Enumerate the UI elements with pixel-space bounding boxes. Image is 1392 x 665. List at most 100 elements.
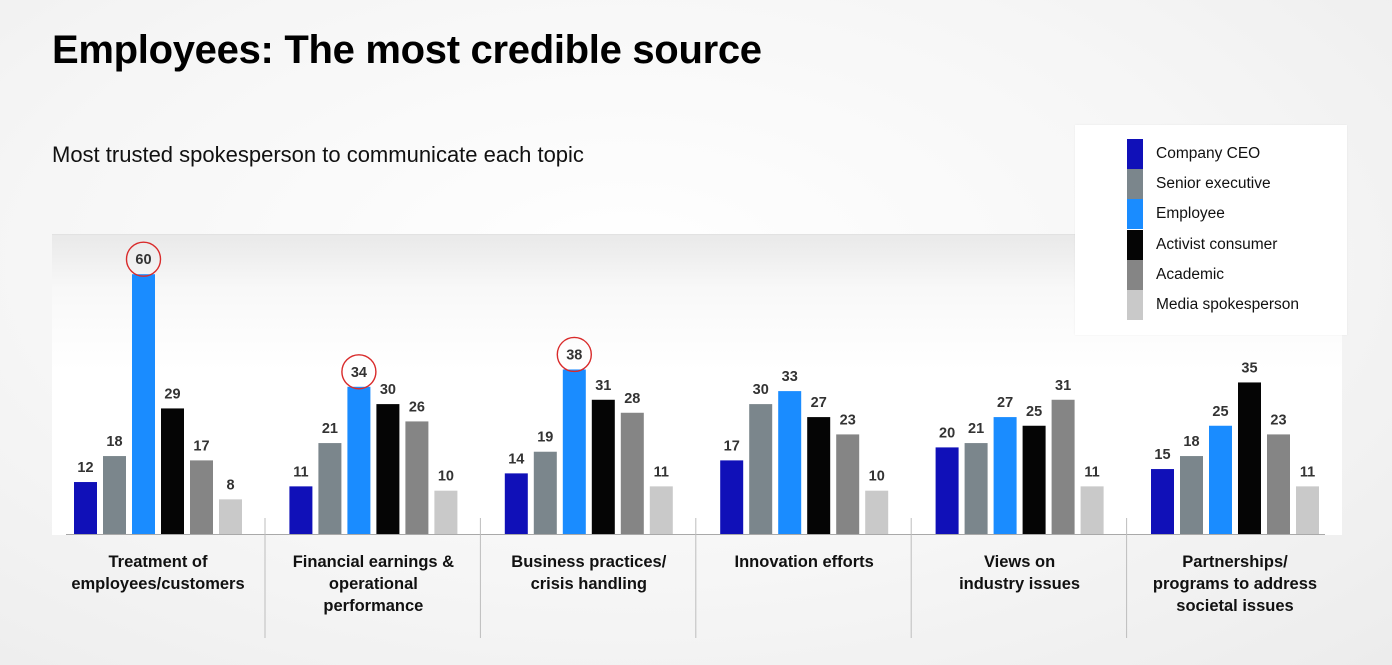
bar	[1080, 486, 1104, 534]
bar	[405, 421, 429, 534]
chart-subtitle: Most trusted spokesperson to communicate…	[52, 142, 584, 167]
bar	[347, 386, 371, 534]
category-label: Partnerships/programs to address societal…	[1130, 551, 1340, 617]
data-label: 28	[624, 391, 640, 407]
data-label: 23	[840, 412, 856, 428]
bar	[132, 274, 155, 534]
bar	[562, 369, 586, 534]
bar	[865, 490, 889, 534]
highlight-circle	[125, 241, 162, 277]
bar	[935, 447, 959, 534]
bar	[993, 417, 1017, 534]
category-label-line: Views on	[983, 553, 1056, 571]
bar	[778, 391, 802, 534]
data-label: 15	[1154, 447, 1170, 463]
legend-label: Media spokesperson	[1156, 296, 1300, 313]
category-label-line: crisis handling	[530, 575, 648, 593]
bar	[591, 399, 615, 534]
category-label-line: societal issues	[1176, 597, 1294, 615]
data-label: 10	[869, 469, 885, 485]
bar	[74, 482, 97, 534]
data-label: 12	[77, 460, 93, 476]
category-label-line: operational	[328, 575, 418, 593]
data-label: 17	[193, 438, 209, 454]
legend-label: Senior executive	[1156, 175, 1271, 193]
bar	[1022, 425, 1046, 534]
data-label: 60	[135, 252, 151, 268]
category-label: Treatment of employees/customers	[53, 551, 263, 595]
legend-swatch	[1127, 229, 1143, 260]
data-label: 8	[226, 477, 234, 493]
data-label: 18	[106, 434, 122, 450]
category-label-line: Innovation efforts	[734, 553, 874, 571]
bar	[620, 412, 644, 534]
data-label: 21	[968, 421, 984, 437]
data-label: 31	[595, 378, 611, 394]
data-label: 10	[438, 469, 454, 485]
bar	[103, 456, 126, 534]
data-label: 11	[293, 464, 308, 480]
data-label: 11	[654, 464, 669, 480]
data-label: 30	[753, 382, 769, 398]
bar	[190, 460, 213, 534]
bar	[318, 443, 342, 534]
bar	[836, 434, 860, 534]
category-label: Financial earnings & operational performan…	[268, 551, 478, 617]
category-label: Business practices/crisis handling	[484, 551, 694, 595]
data-label: 19	[537, 430, 553, 446]
data-label: 27	[811, 395, 827, 411]
legend-label: Activist consumer	[1156, 235, 1278, 253]
data-label: 35	[1241, 360, 1257, 376]
data-label: 34	[351, 365, 367, 381]
data-label: 25	[1212, 404, 1228, 420]
bar	[1051, 399, 1075, 534]
bar	[533, 451, 557, 534]
data-label: 20	[939, 425, 955, 441]
highlight-circle	[341, 354, 377, 390]
category-label: Innovation efforts	[699, 551, 909, 573]
bar	[1151, 469, 1174, 534]
legend-label: Company CEO	[1156, 145, 1261, 162]
bar	[1209, 425, 1232, 534]
bar	[1267, 434, 1290, 534]
bar	[219, 499, 242, 534]
data-label: 17	[724, 438, 740, 454]
bar	[161, 408, 184, 534]
page-title: Employees: The most credible source	[52, 28, 762, 72]
bar	[434, 490, 458, 534]
category-label-line: Partnerships/	[1182, 553, 1288, 571]
legend-swatch	[1127, 169, 1143, 200]
bar	[807, 417, 831, 534]
legend-label: Employee	[1156, 205, 1225, 223]
data-label: 11	[1300, 464, 1315, 480]
category-label-line: programs to address	[1152, 575, 1318, 593]
bar	[749, 404, 773, 534]
data-label: 33	[782, 369, 798, 385]
bar	[504, 473, 528, 534]
highlight-circle	[556, 336, 592, 373]
bar	[1296, 486, 1319, 534]
category-label-line: employees/customers	[71, 575, 245, 593]
category-label-line: Treatment of	[108, 553, 208, 571]
bar	[289, 486, 313, 534]
category-label-line: Business practices/	[511, 553, 667, 571]
data-label: 38	[566, 347, 582, 363]
data-label: 26	[409, 399, 425, 415]
category-label-line: performance	[323, 597, 424, 615]
legend-swatch	[1127, 259, 1143, 290]
bar	[1180, 456, 1203, 534]
data-label: 29	[164, 386, 180, 402]
data-label: 31	[1055, 378, 1071, 394]
legend-swatch	[1127, 290, 1143, 320]
data-label: 27	[997, 395, 1013, 411]
data-label: 14	[508, 451, 524, 467]
data-label: 23	[1270, 412, 1286, 428]
bar	[1238, 382, 1261, 534]
data-label: 25	[1026, 404, 1042, 420]
bar	[649, 486, 673, 534]
legend-swatch	[1127, 139, 1143, 169]
category-label-line: industry issues	[959, 575, 1081, 593]
legend-label: Academic	[1156, 265, 1225, 283]
category-label: Views on industry issues	[915, 551, 1125, 595]
